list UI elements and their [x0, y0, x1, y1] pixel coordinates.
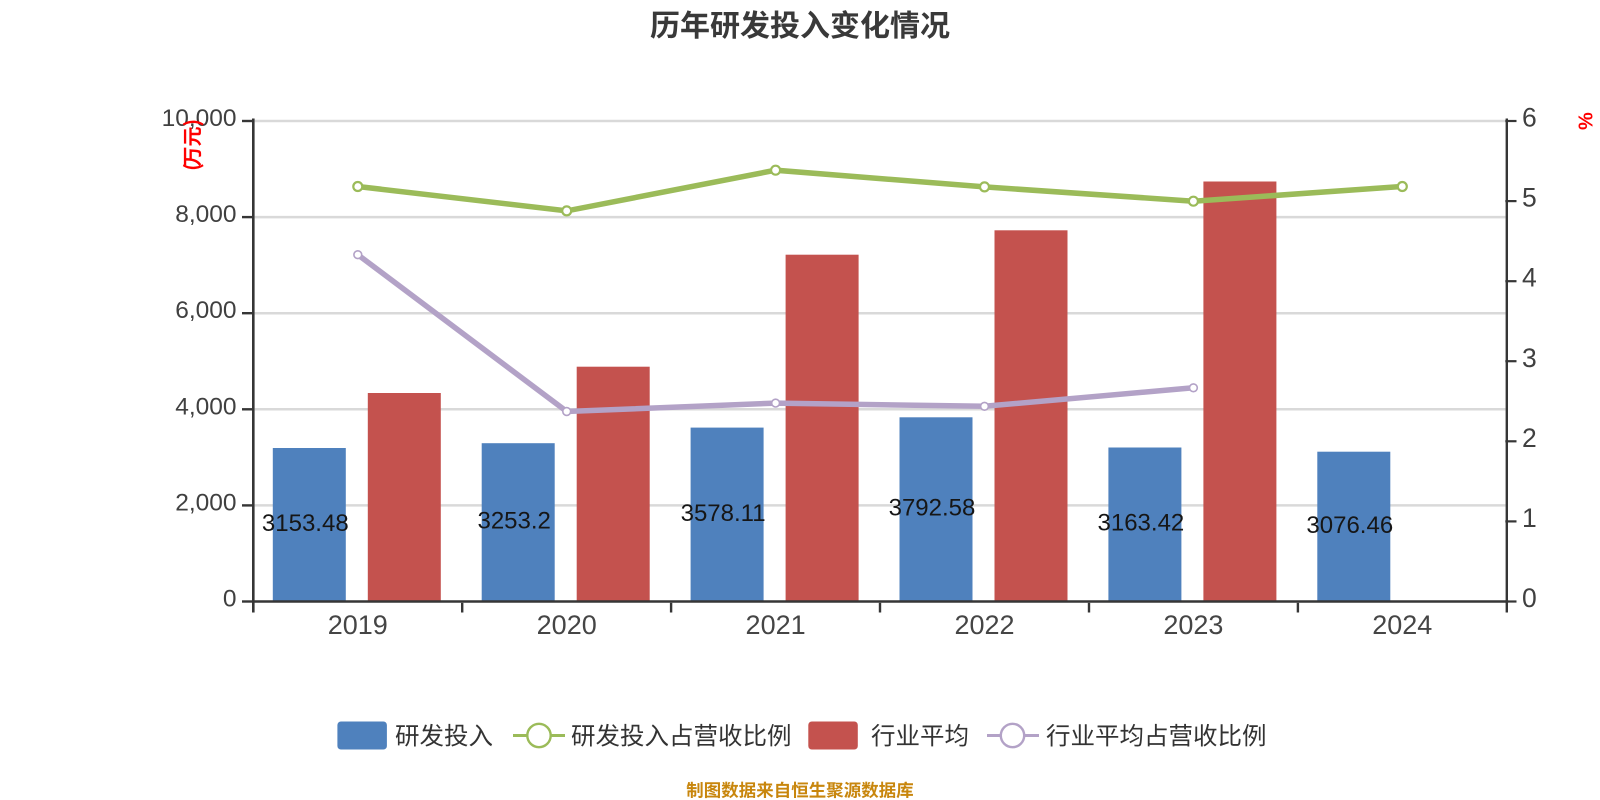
svg-text:8,000: 8,000	[175, 201, 236, 228]
svg-text:0: 0	[1522, 583, 1537, 613]
svg-text:3253.2: 3253.2	[477, 508, 550, 535]
svg-text:3578.11: 3578.11	[681, 500, 766, 527]
svg-text:6,000: 6,000	[175, 297, 236, 324]
svg-text:3: 3	[1522, 343, 1537, 373]
svg-text:2024: 2024	[1372, 610, 1432, 640]
svg-text:2019: 2019	[328, 610, 388, 640]
svg-text:3163.42: 3163.42	[1098, 510, 1185, 537]
svg-text:2: 2	[1522, 423, 1537, 453]
svg-text:6: 6	[1522, 103, 1537, 133]
svg-text:3792.58: 3792.58	[889, 495, 976, 522]
svg-text:4: 4	[1522, 263, 1537, 293]
svg-text:2,000: 2,000	[175, 489, 236, 516]
svg-text:1: 1	[1522, 503, 1537, 533]
svg-text:2021: 2021	[746, 610, 806, 640]
svg-text:4,000: 4,000	[175, 393, 236, 420]
svg-text:3076.46: 3076.46	[1306, 512, 1393, 539]
svg-text:5: 5	[1522, 183, 1537, 213]
svg-text:%: %	[1576, 112, 1598, 130]
svg-text:3153.48: 3153.48	[262, 510, 349, 537]
svg-text:0: 0	[223, 586, 237, 613]
svg-text:2022: 2022	[954, 610, 1014, 640]
svg-text:2020: 2020	[537, 610, 597, 640]
svg-text:2023: 2023	[1163, 610, 1223, 640]
